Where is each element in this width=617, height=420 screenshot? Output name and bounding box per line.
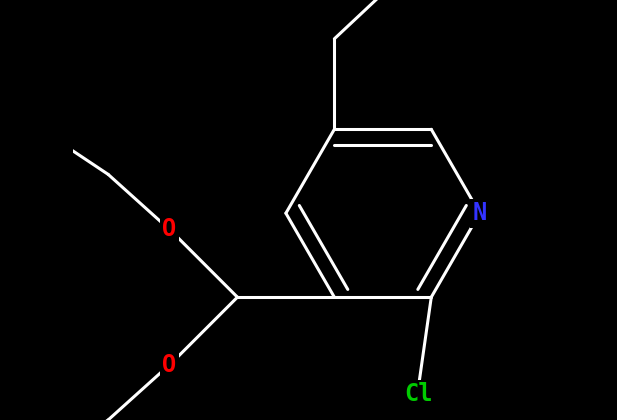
Text: O: O (162, 353, 176, 377)
Text: O: O (162, 217, 176, 242)
Text: Cl: Cl (404, 382, 433, 406)
Text: N: N (473, 201, 487, 225)
